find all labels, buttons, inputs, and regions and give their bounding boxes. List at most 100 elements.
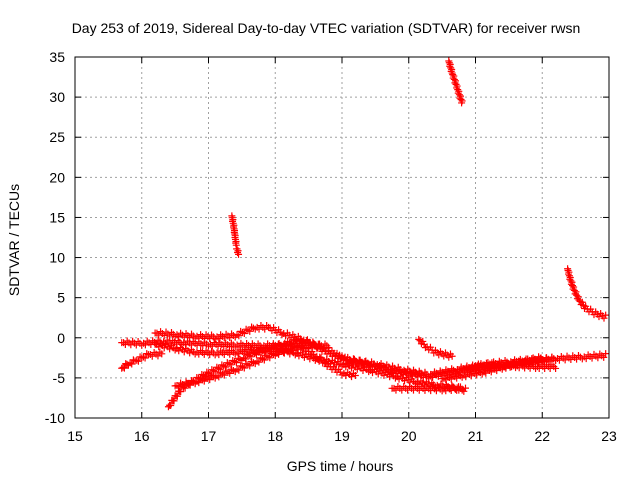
series-arc-e <box>171 342 359 391</box>
series-arc-h <box>445 57 466 107</box>
data-point <box>447 375 455 383</box>
y-tick-label: 35 <box>49 49 65 65</box>
series-arc-g <box>228 212 243 258</box>
data-point <box>473 371 481 379</box>
data-point <box>206 376 214 384</box>
data-point <box>316 353 324 361</box>
data-point <box>235 250 243 258</box>
data-point <box>320 357 328 365</box>
data-point <box>177 388 185 396</box>
y-tick-label: 10 <box>49 250 65 266</box>
x-tick-label: 21 <box>468 428 484 444</box>
data-point <box>175 383 183 391</box>
data-point <box>453 374 461 382</box>
data-point <box>260 356 268 364</box>
data-point <box>434 371 442 379</box>
data-point <box>278 347 286 355</box>
data-point <box>133 356 141 364</box>
data-point <box>462 373 470 381</box>
x-tick-label: 19 <box>334 428 350 444</box>
data-point <box>267 346 275 354</box>
data-point <box>180 382 188 390</box>
data-point <box>487 368 495 376</box>
data-point <box>221 363 229 371</box>
data-point <box>200 377 208 385</box>
data-point <box>398 386 406 394</box>
data-point <box>445 353 453 361</box>
data-point <box>594 354 602 362</box>
data-point <box>120 364 128 372</box>
data-point <box>578 298 586 306</box>
data-point <box>522 359 530 367</box>
data-point <box>570 286 578 294</box>
y-tick-label: 5 <box>57 290 65 306</box>
y-axis-label: SDTVAR / TECUs <box>6 184 22 296</box>
data-point <box>170 397 178 405</box>
data-point <box>513 361 521 369</box>
data-point <box>527 358 535 366</box>
data-point <box>458 97 466 105</box>
data-point <box>572 288 580 296</box>
data-point <box>602 350 610 358</box>
data-point <box>246 362 254 370</box>
data-point <box>232 359 240 367</box>
x-tick-label: 16 <box>134 428 150 444</box>
data-point <box>167 401 175 409</box>
data-point <box>126 359 134 367</box>
x-tick-label: 23 <box>601 428 617 444</box>
data-point <box>298 343 306 351</box>
data-point <box>493 367 501 375</box>
data-point <box>458 386 466 394</box>
x-tick-label: 22 <box>534 428 550 444</box>
data-point <box>261 325 269 333</box>
data-point <box>273 349 281 357</box>
data-point <box>262 347 270 355</box>
data-point <box>211 368 219 376</box>
y-tick-label: 20 <box>49 169 65 185</box>
data-point <box>215 373 223 381</box>
data-point <box>552 364 560 372</box>
data-point <box>305 339 313 347</box>
data-point <box>502 364 510 372</box>
data-point <box>415 335 423 343</box>
data-point <box>294 346 302 354</box>
data-point <box>507 363 515 371</box>
data-point <box>158 350 166 358</box>
data-point <box>226 369 234 377</box>
data-point <box>266 354 274 362</box>
data-point <box>128 360 136 368</box>
data-point <box>173 392 181 400</box>
series-arc-j <box>388 383 466 395</box>
data-point <box>600 314 608 322</box>
x-tick-label: 15 <box>67 428 83 444</box>
series-arc-l <box>564 265 610 322</box>
data-point <box>595 313 603 321</box>
data-point <box>351 371 359 379</box>
data-point <box>440 352 448 360</box>
y-tick-label: -10 <box>45 410 65 426</box>
y-tick-label: 0 <box>57 330 65 346</box>
data-point <box>247 353 255 361</box>
data-point <box>186 381 194 389</box>
data-point <box>429 372 437 380</box>
data-point <box>602 311 610 319</box>
y-tick-label: 15 <box>49 209 65 225</box>
data-point <box>435 351 443 359</box>
data-point <box>573 291 581 299</box>
data-point <box>448 352 456 360</box>
data-point <box>600 353 608 361</box>
data-point <box>280 349 288 357</box>
data-point <box>215 364 223 372</box>
data-point <box>139 353 147 361</box>
data-point <box>134 357 142 365</box>
x-tick-label: 18 <box>267 428 283 444</box>
chart-title: Day 253 of 2019, Sidereal Day-to-day VTE… <box>72 20 581 36</box>
series-arc-f <box>118 348 166 372</box>
y-tick-label: 25 <box>49 129 65 145</box>
data-point <box>242 355 250 363</box>
x-tick-label: 20 <box>401 428 417 444</box>
data-point <box>538 356 546 364</box>
data-point <box>570 283 578 291</box>
data-point <box>283 346 291 354</box>
